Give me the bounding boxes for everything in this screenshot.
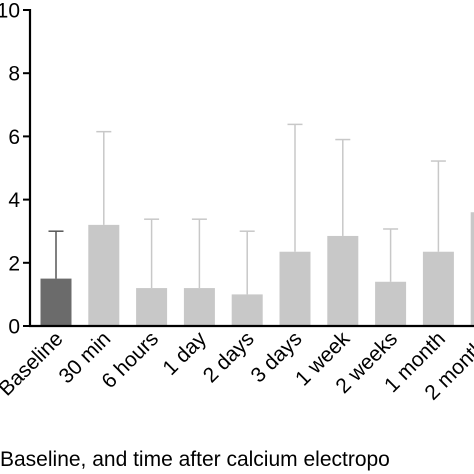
y-tick-label-4: 8 (8, 63, 20, 86)
y-tick-label-3: 6 (8, 126, 20, 149)
error-bars-layer (48, 123, 446, 295)
y-tick-label-5: 10 (0, 0, 20, 23)
bar-5 (279, 251, 311, 326)
y-tick-label-2: 4 (8, 189, 20, 212)
y-ticks-layer: 0 2 4 6 8 10 (0, 0, 30, 339)
bar-3 (183, 288, 215, 326)
x-tick-label-4: 2 days (199, 327, 259, 387)
bar-7 (375, 281, 407, 326)
bars-layer (40, 212, 474, 326)
bar-4 (231, 294, 263, 326)
x-axis-title: Baseline, and time after calcium electro… (0, 448, 390, 471)
y-tick-label-1: 2 (8, 252, 20, 275)
bar-1 (88, 224, 120, 326)
bar-0 (40, 278, 72, 326)
bar-6 (327, 235, 359, 326)
bar-9 (470, 212, 474, 326)
y-tick-label-0: 0 (8, 316, 20, 339)
bar-2 (136, 288, 168, 326)
bar-8 (422, 251, 454, 326)
